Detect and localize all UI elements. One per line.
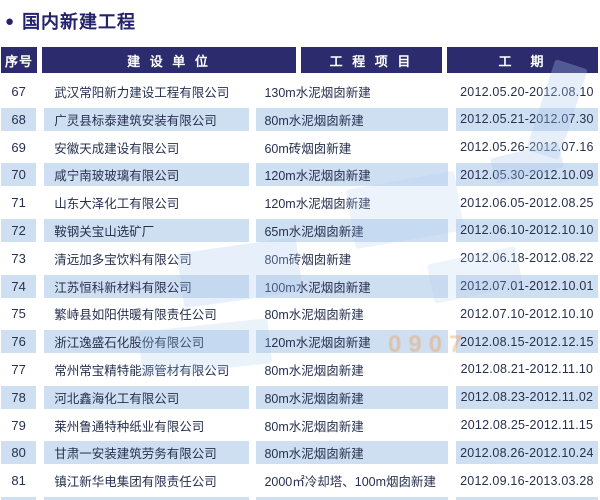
row-number: 71	[11, 195, 26, 211]
company-name: 浙江逸盛石化股份有限公司	[44, 330, 250, 354]
company-name: 武汉常阳新力建设工程有限公司	[54, 86, 230, 100]
table-row[interactable]: 73 清远加多宝饮料有限公司 80m砖烟囱新建 2012.06.18-2012.…	[1, 247, 598, 270]
row-number: 69	[11, 139, 26, 155]
company-name: 清远加多宝饮料有限公司	[54, 252, 192, 267]
row-number: 67	[11, 84, 26, 99]
construction-period: 2012.06.05-2012.08.25	[460, 195, 594, 210]
row-number: 79	[11, 417, 26, 433]
row-number: 74	[1, 274, 37, 298]
project-name: 120m水泥烟囱新建	[256, 163, 448, 187]
row-number: 80	[1, 441, 37, 465]
company-name: 河北鑫海化工有限公司	[44, 385, 250, 409]
table-row[interactable]: 67 武汉常阳新力建设工程有限公司 130m水泥烟囱新建 2012.05.20-…	[1, 80, 598, 103]
column-header-serial: 序号	[1, 47, 37, 73]
project-name: 130m水泥烟囱新建	[264, 86, 371, 100]
company-name: 常州常宝精特能源管材有限公司	[54, 363, 230, 378]
row-number: 68	[1, 107, 37, 131]
company-name: 江苏恒科新材料有限公司	[44, 274, 250, 298]
row-number: 77	[11, 361, 26, 377]
project-name: 120m水泥烟囱新建	[264, 197, 371, 212]
construction-period: 2012.09.16-2013.03.28	[460, 473, 594, 488]
company-name: 甘肃一安装建筑劳务有限公司	[44, 441, 250, 465]
table-row[interactable]: 70 咸宁南玻玻璃有限公司 120m水泥烟囱新建 2012.05.30-2012…	[1, 163, 598, 187]
construction-period: 2012.08.23-2012.11.02	[455, 385, 598, 409]
company-name: 咸宁南玻玻璃有限公司	[44, 163, 250, 187]
table-row[interactable]: 72 鞍钢关宝山选矿厂 65m水泥烟囱新建 2012.06.10-2012.10…	[1, 218, 598, 242]
row-number: 72	[1, 218, 37, 242]
table-row[interactable]: 77 常州常宝精特能源管材有限公司 80m水泥烟囱新建 2012.08.21-2…	[1, 358, 598, 381]
construction-period: 2012.08.25-2012.11.15	[460, 418, 594, 433]
partial-next-row	[1, 496, 598, 500]
project-name: 120m水泥烟囱新建	[256, 330, 448, 354]
company-name: 莱州鲁通特种纸业有限公司	[54, 419, 205, 434]
company-name: 广灵县标泰建筑安装有限公司	[44, 107, 250, 131]
company-name: 繁峙县如阳供暖有限责任公司	[54, 308, 217, 323]
row-number: 70	[1, 163, 37, 187]
page-title: ● 国内新建工程	[0, 0, 600, 34]
company-name: 鞍钢关宝山选矿厂	[44, 218, 250, 242]
table-row[interactable]: 68 广灵县标泰建筑安装有限公司 80m水泥烟囱新建 2012.05.21-20…	[1, 107, 598, 131]
construction-period: 2012.07.10-2012.10.10	[460, 306, 594, 321]
table-header: 序号 建 设 单 位 工 程 项 目 工 期	[1, 47, 598, 73]
table-row[interactable]: 71 山东大泽化工有限公司 120m水泥烟囱新建 2012.06.05-2012…	[1, 191, 598, 214]
table-row[interactable]: 80 甘肃一安装建筑劳务有限公司 80m水泥烟囱新建 2012.08.26-20…	[1, 441, 598, 465]
construction-period: 2012.07.01-2012.10.01	[455, 274, 598, 298]
construction-period: 2012.08.21-2012.11.10	[460, 362, 594, 377]
table-body: 67 武汉常阳新力建设工程有限公司 130m水泥烟囱新建 2012.05.20-…	[1, 80, 598, 492]
column-header-project: 工 程 项 目	[301, 47, 442, 73]
project-name: 80m水泥烟囱新建	[264, 363, 364, 378]
construction-period: 2012.05.26-2012.07.16	[460, 140, 594, 155]
bullet-icon: ●	[5, 13, 15, 30]
company-name: 安徽天成建设有限公司	[54, 141, 180, 156]
row-number: 81	[11, 473, 26, 489]
table-row[interactable]: 74 江苏恒科新材料有限公司 100m水泥烟囱新建 2012.07.01-201…	[1, 274, 598, 298]
project-name: 80m砖烟囱新建	[264, 252, 352, 267]
project-name: 80m水泥烟囱新建	[256, 441, 448, 465]
row-number: 73	[11, 250, 26, 266]
company-name: 山东大泽化工有限公司	[54, 197, 180, 212]
project-name: 80m水泥烟囱新建	[256, 107, 448, 131]
project-name: 65m水泥烟囱新建	[256, 218, 448, 242]
row-number: 76	[1, 330, 37, 354]
project-name: 80m水泥烟囱新建	[264, 308, 364, 323]
table-row[interactable]: 81 镇江新华电集团有限责任公司 2000㎡冷却塔、100m烟囱新建 2012.…	[1, 469, 598, 492]
company-name: 镇江新华电集团有限责任公司	[54, 475, 217, 490]
project-name: 2000㎡冷却塔、100m烟囱新建	[264, 475, 437, 490]
column-header-period: 工 期	[447, 47, 598, 73]
construction-period: 2012.08.26-2012.10.24	[455, 441, 598, 465]
project-name: 80m水泥烟囱新建	[264, 419, 364, 434]
table-row[interactable]: 78 河北鑫海化工有限公司 80m水泥烟囱新建 2012.08.23-2012.…	[1, 385, 598, 409]
table-row[interactable]: 79 莱州鲁通特种纸业有限公司 80m水泥烟囱新建 2012.08.25-201…	[1, 414, 598, 437]
project-name: 60m砖烟囱新建	[264, 141, 352, 156]
table-row[interactable]: 69 安徽天成建设有限公司 60m砖烟囱新建 2012.05.26-2012.0…	[1, 136, 598, 159]
construction-period: 2012.05.20-2012.08.10	[460, 84, 594, 99]
row-number: 78	[1, 385, 37, 409]
project-name: 100m水泥烟囱新建	[256, 274, 448, 298]
row-number: 75	[11, 306, 26, 322]
construction-period: 2012.06.10-2012.10.10	[455, 218, 598, 242]
construction-period: 2012.06.18-2012.08.22	[460, 251, 594, 266]
column-header-company: 建 设 单 位	[42, 47, 296, 73]
construction-period: 2012.05.21-2012.07.30	[455, 107, 598, 131]
table-row[interactable]: 75 繁峙县如阳供暖有限责任公司 80m水泥烟囱新建 2012.07.10-20…	[1, 302, 598, 325]
construction-period: 2012.08.15-2012.12.15	[455, 330, 598, 354]
construction-period: 2012.05.30-2012.10.09	[455, 163, 598, 187]
page-title-text: 国内新建工程	[22, 12, 137, 32]
project-name: 80m水泥烟囱新建	[256, 385, 448, 409]
table-row[interactable]: 76 浙江逸盛石化股份有限公司 120m水泥烟囱新建 2012.08.15-20…	[1, 330, 598, 354]
